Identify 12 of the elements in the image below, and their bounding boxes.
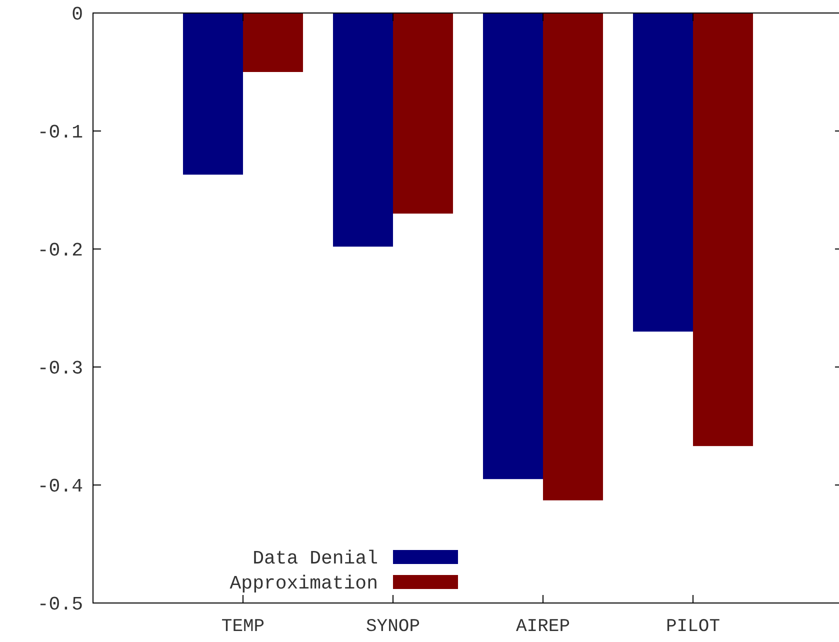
y-tick-label: -0.3 — [37, 358, 83, 380]
y-tick-label: -0.1 — [37, 122, 83, 144]
legend-label: Data Denial — [252, 548, 378, 570]
x-tick-label: AIREP — [516, 617, 570, 637]
y-tick-label: -0.2 — [37, 240, 83, 262]
x-tick-label: SYNOP — [366, 617, 420, 637]
y-tick-label: -0.5 — [37, 594, 83, 616]
x-tick-label: TEMP — [221, 617, 265, 637]
x-tick-label: PILOT — [666, 617, 720, 637]
legend-label: Approximation — [230, 572, 378, 595]
y-tick-label: -0.4 — [37, 476, 83, 498]
y-tick-label: 0 — [72, 4, 83, 26]
